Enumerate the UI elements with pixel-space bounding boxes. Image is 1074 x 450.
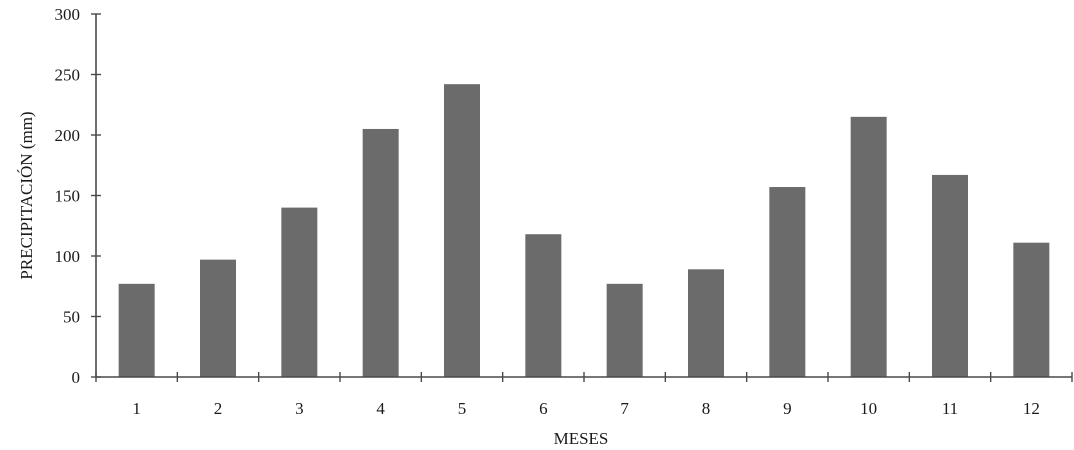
x-tick-label-5: 5 xyxy=(458,399,467,418)
bar-month-6 xyxy=(525,234,562,377)
x-tick-label-6: 6 xyxy=(539,399,548,418)
bar-month-12 xyxy=(1013,242,1050,377)
x-tick-label-8: 8 xyxy=(702,399,711,418)
y-tick-label-50: 50 xyxy=(63,308,80,327)
bar-month-10 xyxy=(850,116,887,377)
x-ticks-group: 1 2 3 4 5 6 7 8 9 10 11 12 xyxy=(95,372,1073,418)
y-tick-label-200: 200 xyxy=(55,126,81,145)
axes-group xyxy=(95,14,1072,378)
bars-group xyxy=(118,84,1050,378)
bar-month-1 xyxy=(118,283,155,377)
x-axis-title: MESES xyxy=(554,429,609,448)
bar-month-2 xyxy=(200,259,236,377)
x-tick-label-7: 7 xyxy=(620,399,629,418)
y-tick-label-100: 100 xyxy=(55,247,81,266)
y-tick-label-300: 300 xyxy=(55,5,81,24)
y-tick-label-150: 150 xyxy=(55,187,81,206)
y-tick-label-250: 250 xyxy=(55,66,81,85)
bar-month-4 xyxy=(362,128,399,377)
bar-month-11 xyxy=(932,174,968,377)
bar-month-3 xyxy=(281,207,318,377)
y-axis-title: PRECIPITACIÓN (mm) xyxy=(17,111,36,279)
x-tick-label-1: 1 xyxy=(132,399,141,418)
bar-month-5 xyxy=(444,84,480,378)
x-tick-label-11: 11 xyxy=(942,399,958,418)
x-tick-label-4: 4 xyxy=(376,399,385,418)
x-tick-label-12: 12 xyxy=(1023,399,1040,418)
x-tick-label-9: 9 xyxy=(783,399,792,418)
y-tick-label-0: 0 xyxy=(72,368,81,387)
y-ticks-group: 0 50 100 150 200 250 300 xyxy=(55,5,101,387)
x-tick-label-10: 10 xyxy=(860,399,877,418)
bar-month-8 xyxy=(688,269,724,377)
bar-month-7 xyxy=(606,283,643,377)
x-tick-label-2: 2 xyxy=(214,399,223,418)
bar-month-9 xyxy=(769,187,806,377)
x-tick-label-3: 3 xyxy=(295,399,304,418)
